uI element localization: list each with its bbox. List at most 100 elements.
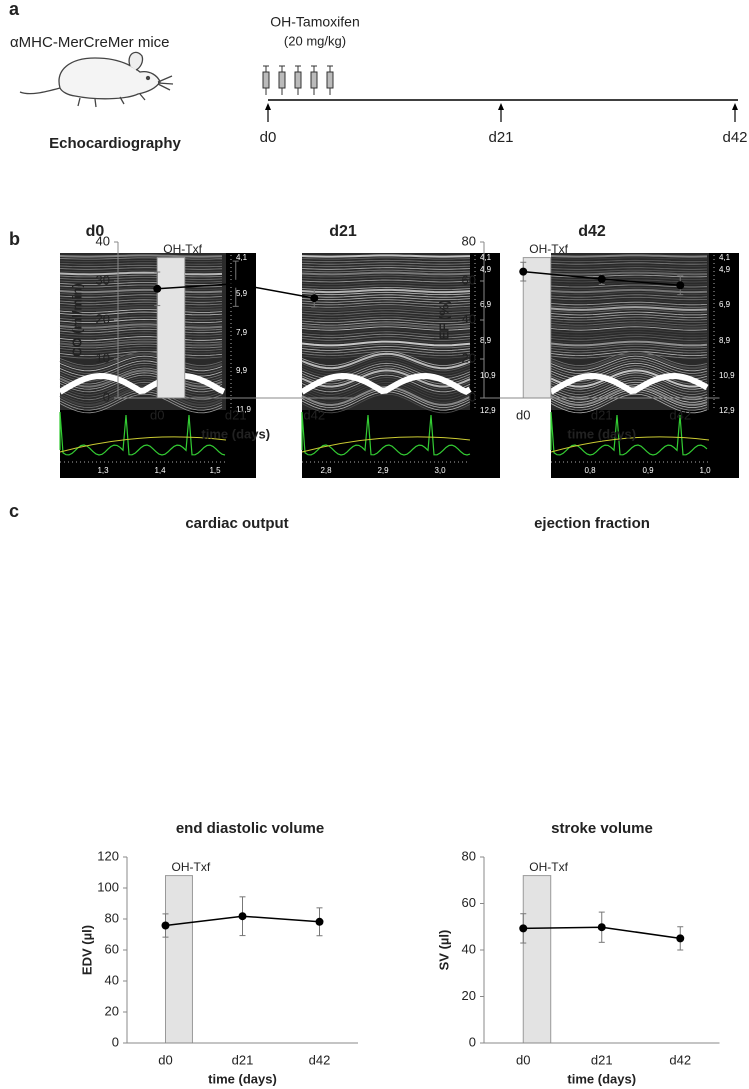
depth-label: 5,9 <box>236 289 248 298</box>
echo-line <box>550 259 708 263</box>
point <box>315 917 324 926</box>
echo-image: 4,1 4,9 6,9 8,9 10,9 12,9 0,8 0,9 1,0 <box>549 253 739 478</box>
time-label: 0,8 <box>584 466 596 475</box>
echo-line <box>301 267 471 270</box>
echo-line <box>301 271 471 276</box>
echo-line <box>59 304 223 308</box>
echo-line <box>59 318 223 324</box>
y-tick-label: 0 <box>469 1034 476 1049</box>
echo-line <box>59 348 223 354</box>
echo-line <box>301 257 471 260</box>
x-tick-label: d21 <box>232 1052 254 1067</box>
echo-line <box>301 374 471 393</box>
echo-line <box>550 257 708 260</box>
time-label: 0,9 <box>642 466 654 475</box>
y-tick-label: 20 <box>462 988 476 1003</box>
echo-line <box>550 299 708 303</box>
echo-line <box>301 306 471 311</box>
echo-line <box>301 304 471 308</box>
echo-line <box>59 282 223 285</box>
point <box>597 923 606 932</box>
y-tick-label: 40 <box>96 233 110 248</box>
echo-line <box>59 277 223 280</box>
point <box>238 912 247 921</box>
point <box>161 921 170 930</box>
echo-line <box>59 377 223 395</box>
treatment-window <box>522 257 552 399</box>
y-tick-label: 0 <box>469 389 476 404</box>
echo-line <box>550 314 708 318</box>
y-tick-label: 60 <box>462 272 476 287</box>
echo-line <box>550 393 708 414</box>
y-tick-label: 80 <box>462 848 476 863</box>
timepoint: d0 <box>260 129 277 146</box>
ecg <box>550 411 708 456</box>
echo-line <box>59 384 223 403</box>
y-tick-label: 60 <box>105 941 119 956</box>
x-axis-label: time (days) <box>208 1071 277 1086</box>
echo-line <box>550 379 708 398</box>
panel-label: a <box>9 0 20 19</box>
annotation: OH-Txf <box>529 242 568 256</box>
echo-line <box>59 286 223 290</box>
echo-line <box>59 274 223 278</box>
echo-line <box>59 381 223 401</box>
echo-line <box>550 374 708 393</box>
y-tick-label: 20 <box>96 311 110 326</box>
echo-line <box>59 271 223 276</box>
y-tick-label: 30 <box>96 272 110 287</box>
y-tick-label: 40 <box>462 941 476 956</box>
echo-line <box>550 264 708 268</box>
panel-label: c <box>9 501 19 521</box>
x-tick-label: d42 <box>669 1052 691 1067</box>
x-tick-label: d21 <box>591 1052 613 1067</box>
point <box>597 275 606 284</box>
time-label: 1,3 <box>97 466 109 475</box>
echo-wall <box>549 372 709 395</box>
echo-line <box>59 346 223 351</box>
echo-line <box>301 336 471 341</box>
point <box>153 284 162 293</box>
echo-line <box>301 385 471 407</box>
echo-line <box>59 288 223 294</box>
echo-line <box>301 340 471 347</box>
echo-line <box>301 338 471 344</box>
echo-line <box>59 369 223 388</box>
chart-title: ejection fraction <box>534 515 650 532</box>
point <box>519 267 528 276</box>
echo-line <box>59 358 223 374</box>
echo-line <box>301 296 471 301</box>
echo-line <box>301 254 471 258</box>
echo-line <box>301 384 471 403</box>
echo-line <box>301 343 471 349</box>
depth-label: 10,9 <box>480 371 496 380</box>
x-tick-label: d42 <box>669 407 691 422</box>
y-tick-label: 0 <box>112 1034 119 1049</box>
y-axis-label: CO (ml/min) <box>69 283 84 357</box>
y-tick-label: 120 <box>97 848 119 863</box>
echo-line <box>301 294 471 298</box>
image-title: d42 <box>578 223 606 240</box>
echo-line <box>59 385 223 407</box>
strain: αMHC-MerCreMer mice <box>10 34 170 51</box>
echo-line <box>59 296 223 301</box>
depth-label: 4,1 <box>236 253 248 262</box>
echo-line <box>59 262 223 265</box>
echo-line <box>301 355 471 372</box>
echo-line <box>550 372 708 390</box>
echo-line <box>59 340 223 347</box>
echo-line <box>550 254 708 258</box>
treatment-window <box>165 875 193 1044</box>
annotation: OH-Txf <box>163 242 202 256</box>
echo-line <box>301 262 471 265</box>
time-label: 1,4 <box>154 466 166 475</box>
depth-label: 9,9 <box>236 366 248 375</box>
syringe <box>278 71 286 89</box>
echo-line <box>59 294 223 298</box>
echo-line <box>301 314 471 318</box>
echo-line <box>550 294 708 298</box>
echo-line <box>59 311 223 316</box>
syringe <box>310 71 318 89</box>
time-label: 3,0 <box>434 466 446 475</box>
